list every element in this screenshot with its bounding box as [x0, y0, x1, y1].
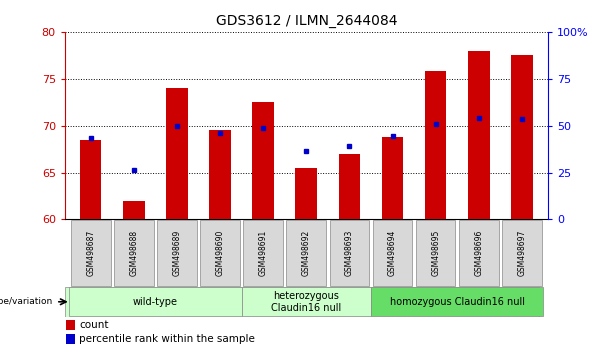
Text: count: count	[80, 320, 109, 330]
Text: GSM498692: GSM498692	[302, 230, 311, 276]
Text: GSM498693: GSM498693	[345, 230, 354, 276]
Text: genotype/variation: genotype/variation	[0, 297, 53, 306]
Text: heterozygous
Claudin16 null: heterozygous Claudin16 null	[271, 291, 342, 313]
FancyBboxPatch shape	[241, 287, 371, 316]
FancyBboxPatch shape	[330, 220, 369, 286]
FancyBboxPatch shape	[69, 287, 241, 316]
Text: GSM498690: GSM498690	[216, 230, 224, 276]
FancyBboxPatch shape	[71, 220, 111, 286]
FancyBboxPatch shape	[200, 220, 240, 286]
Text: GSM498696: GSM498696	[474, 230, 483, 276]
Bar	[166, 88, 188, 219]
Bar	[252, 102, 274, 219]
Text: GSM498689: GSM498689	[173, 230, 181, 276]
Text: GSM498687: GSM498687	[86, 230, 95, 276]
FancyBboxPatch shape	[459, 220, 499, 286]
FancyBboxPatch shape	[243, 220, 283, 286]
Bar	[339, 154, 360, 219]
Bar	[296, 168, 317, 219]
Bar	[66, 334, 75, 344]
Bar	[382, 137, 403, 219]
Text: GSM498694: GSM498694	[388, 230, 397, 276]
Bar	[123, 201, 144, 219]
Text: GSM498697: GSM498697	[517, 230, 527, 276]
Bar	[209, 130, 231, 219]
FancyBboxPatch shape	[416, 220, 455, 286]
FancyBboxPatch shape	[502, 220, 542, 286]
Text: GSM498695: GSM498695	[431, 230, 440, 276]
Text: homozygous Claudin16 null: homozygous Claudin16 null	[390, 297, 525, 307]
FancyBboxPatch shape	[114, 220, 154, 286]
Text: GSM498688: GSM498688	[130, 230, 138, 276]
Bar	[425, 71, 446, 219]
Text: GSM498691: GSM498691	[259, 230, 267, 276]
Text: wild-type: wild-type	[133, 297, 178, 307]
Bar	[80, 140, 101, 219]
Bar	[511, 55, 532, 219]
FancyBboxPatch shape	[373, 220, 412, 286]
Bar	[468, 51, 489, 219]
Bar	[66, 320, 75, 330]
Title: GDS3612 / ILMN_2644084: GDS3612 / ILMN_2644084	[216, 14, 397, 28]
FancyBboxPatch shape	[286, 220, 326, 286]
FancyBboxPatch shape	[157, 220, 197, 286]
Text: percentile rank within the sample: percentile rank within the sample	[80, 334, 255, 344]
FancyBboxPatch shape	[371, 287, 544, 316]
